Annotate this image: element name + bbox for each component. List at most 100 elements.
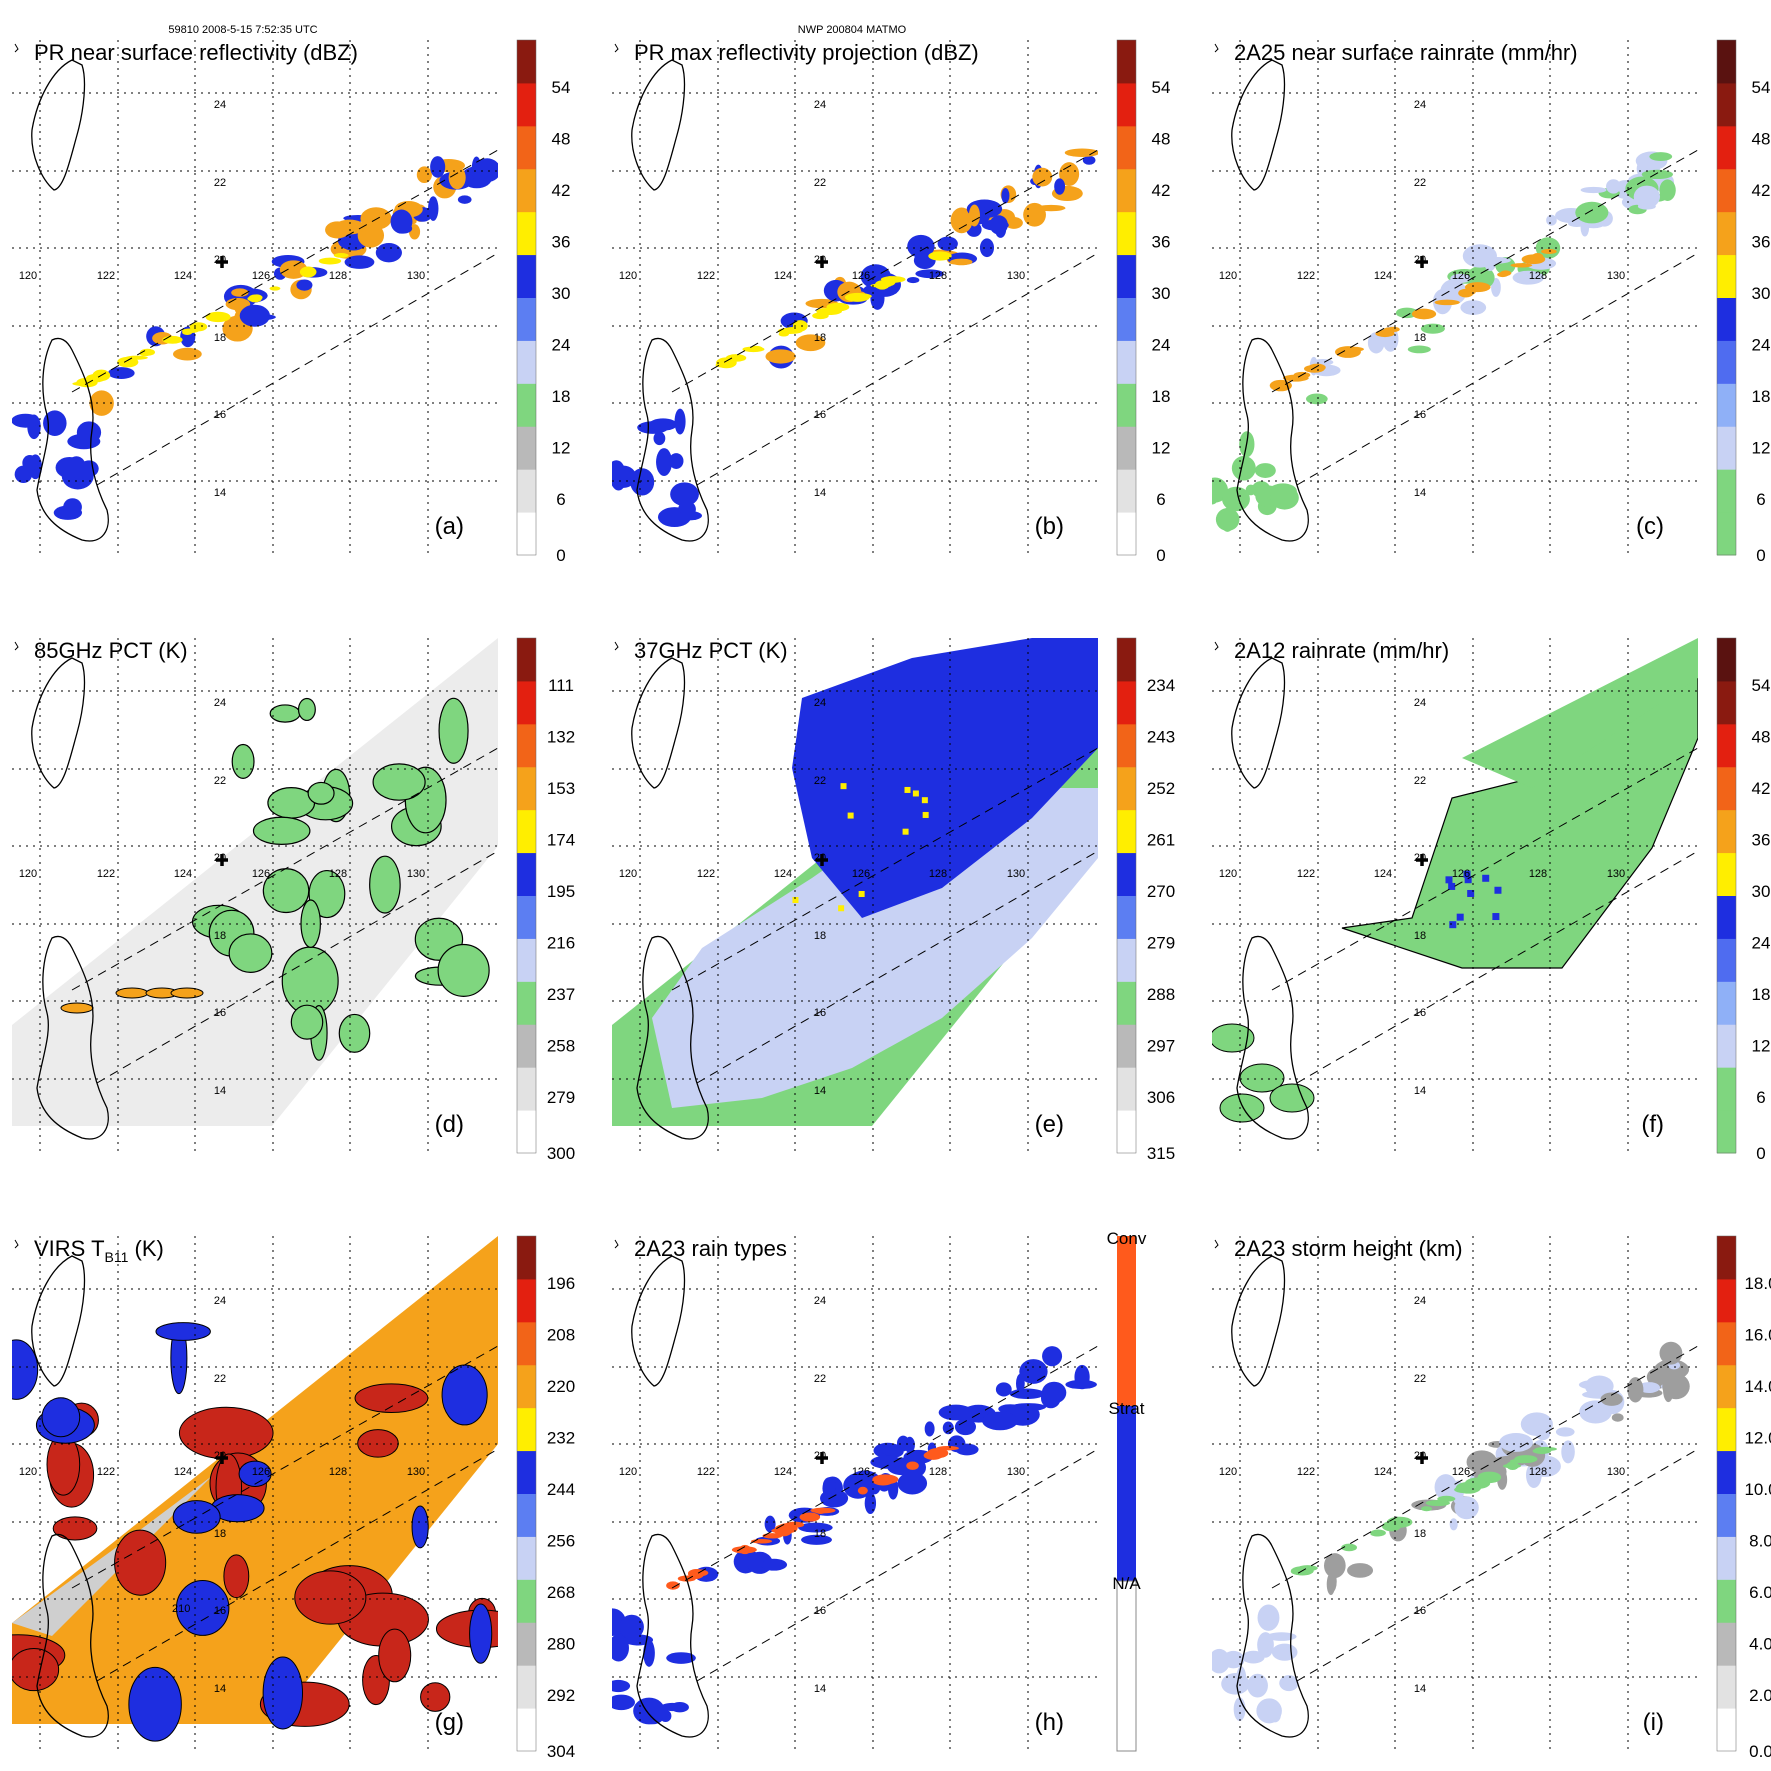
map-area (612, 1236, 1098, 1751)
heavy-rain (1492, 913, 1500, 921)
colorbar-segment (1117, 82, 1136, 127)
convective-cell (1382, 1521, 1401, 1532)
colorbar-label: 42 (1752, 779, 1771, 798)
convective-cell (248, 294, 262, 303)
colorbar-segment (517, 938, 536, 982)
swath-edge (1271, 149, 1698, 393)
swath-edge (96, 850, 498, 1084)
lon-tick: 126 (852, 270, 870, 282)
colorbar-segment (517, 1622, 536, 1666)
rain-cell (279, 260, 308, 279)
colorbar-label: 0 (1756, 1144, 1765, 1163)
rain-cell (648, 418, 678, 431)
colorbar-frame (516, 637, 537, 1154)
colorbar-label: 36 (1752, 831, 1771, 850)
colorbar-label: 36 (1152, 233, 1171, 252)
lat-tick: 16 (1414, 1605, 1426, 1617)
lat-tick: 24 (1414, 697, 1426, 709)
rain-cell (674, 408, 686, 435)
lat-tick: 16 (214, 1605, 226, 1617)
convective-cell (731, 1546, 757, 1554)
rain-cell (1641, 169, 1674, 180)
colorbar: 54 48 42 36 30 24 18 12 6 0 (516, 39, 571, 565)
lat-tick: 18 (814, 332, 826, 344)
lon-tick: 124 (774, 1466, 792, 1478)
colorbar-segment (1117, 340, 1136, 384)
lat-tick: 24 (214, 1295, 226, 1307)
heavy-rain (1464, 876, 1472, 884)
colorbar-segment (1717, 125, 1736, 170)
colorbar-label: 30 (1152, 284, 1171, 303)
colorbar-segment (1117, 938, 1136, 982)
lon-tick: 130 (407, 868, 425, 880)
luzon-coast (636, 935, 709, 1140)
cloud-cell (300, 899, 321, 948)
lon-tick: 120 (1219, 270, 1237, 282)
lat-tick: 24 (214, 697, 226, 709)
lon-tick: 120 (1219, 1466, 1237, 1478)
colorbar-label: 18 (552, 387, 571, 406)
colorbar-segment (1717, 852, 1736, 896)
convective-cell (269, 286, 281, 291)
lon-tick: 128 (1529, 270, 1547, 282)
colorbar-label: 256 (547, 1532, 575, 1551)
storm-center-marker (216, 1452, 228, 1464)
lon-tick: 126 (252, 1466, 270, 1478)
swath-edge (1271, 747, 1698, 991)
colorbar-label: 234 (1147, 676, 1175, 695)
colorbar-segment (517, 211, 536, 256)
rain-cell (1231, 455, 1256, 481)
colorbar-label: N/A (1112, 1574, 1141, 1593)
lat-tick: 22 (1414, 177, 1426, 189)
rain-cell (668, 453, 684, 469)
rain-cell (1546, 214, 1557, 226)
colorbar-label: 6 (1156, 490, 1165, 509)
rain-cell (612, 1679, 631, 1693)
rain-cell (1526, 1462, 1542, 1489)
lon-tick: 124 (1374, 868, 1392, 880)
colorbar: 18.0 16.0 14.0 12.0 10.0 8.0 6.0 4.0 2.0 0.0 (1716, 1235, 1771, 1761)
lat-tick: 18 (214, 930, 226, 942)
convective-cell (799, 1512, 821, 1522)
rain-cell (234, 301, 244, 314)
lat-tick: 18 (214, 332, 226, 344)
colorbar: 54 48 42 36 30 24 18 12 6 0 (1716, 637, 1771, 1163)
warm-region (411, 1505, 429, 1549)
title-suffix: (K) (128, 1236, 163, 1261)
colorbar-segment (1117, 809, 1136, 854)
colorbar-conv (1117, 1236, 1136, 1406)
luzon-coast (36, 935, 109, 1140)
swath-edge (71, 1345, 498, 1589)
panel-title: 2A25 near surface rainrate (mm/hr) (1234, 40, 1578, 65)
colorbar-label: 220 (547, 1377, 575, 1396)
lon-tick: 128 (929, 1466, 947, 1478)
colorbar-label: 30 (1752, 882, 1771, 901)
convective-cell (1514, 1455, 1538, 1464)
convective-cell (1375, 329, 1395, 338)
colorbar-label: 208 (547, 1326, 575, 1345)
colorbar-segment (517, 981, 536, 1025)
rain-cell (1638, 1382, 1661, 1394)
lon-tick: 126 (252, 270, 270, 282)
lon-tick: 124 (174, 868, 192, 880)
convective-cell (725, 354, 747, 362)
rain-cell (612, 465, 637, 488)
lon-tick: 124 (1374, 270, 1392, 282)
storm-center-marker (1416, 854, 1428, 866)
colorbar-label: 315 (1147, 1144, 1175, 1163)
convective-cell (162, 335, 183, 344)
warm-region (175, 1579, 230, 1636)
luzon-coast (1236, 337, 1309, 542)
rain-cell (457, 195, 472, 204)
colorbar-segment (1117, 895, 1136, 939)
colorbar-label: 18 (1752, 985, 1771, 1004)
deep-convection (792, 638, 1098, 918)
lon-tick: 124 (174, 270, 192, 282)
colorbar-label: 18.0 (1744, 1274, 1771, 1293)
convective-cell (1534, 1446, 1558, 1452)
rain-cell (231, 288, 249, 297)
colorbar-segment (517, 1278, 536, 1323)
rain-cell (822, 1477, 836, 1494)
storm-center-marker (816, 1452, 828, 1464)
